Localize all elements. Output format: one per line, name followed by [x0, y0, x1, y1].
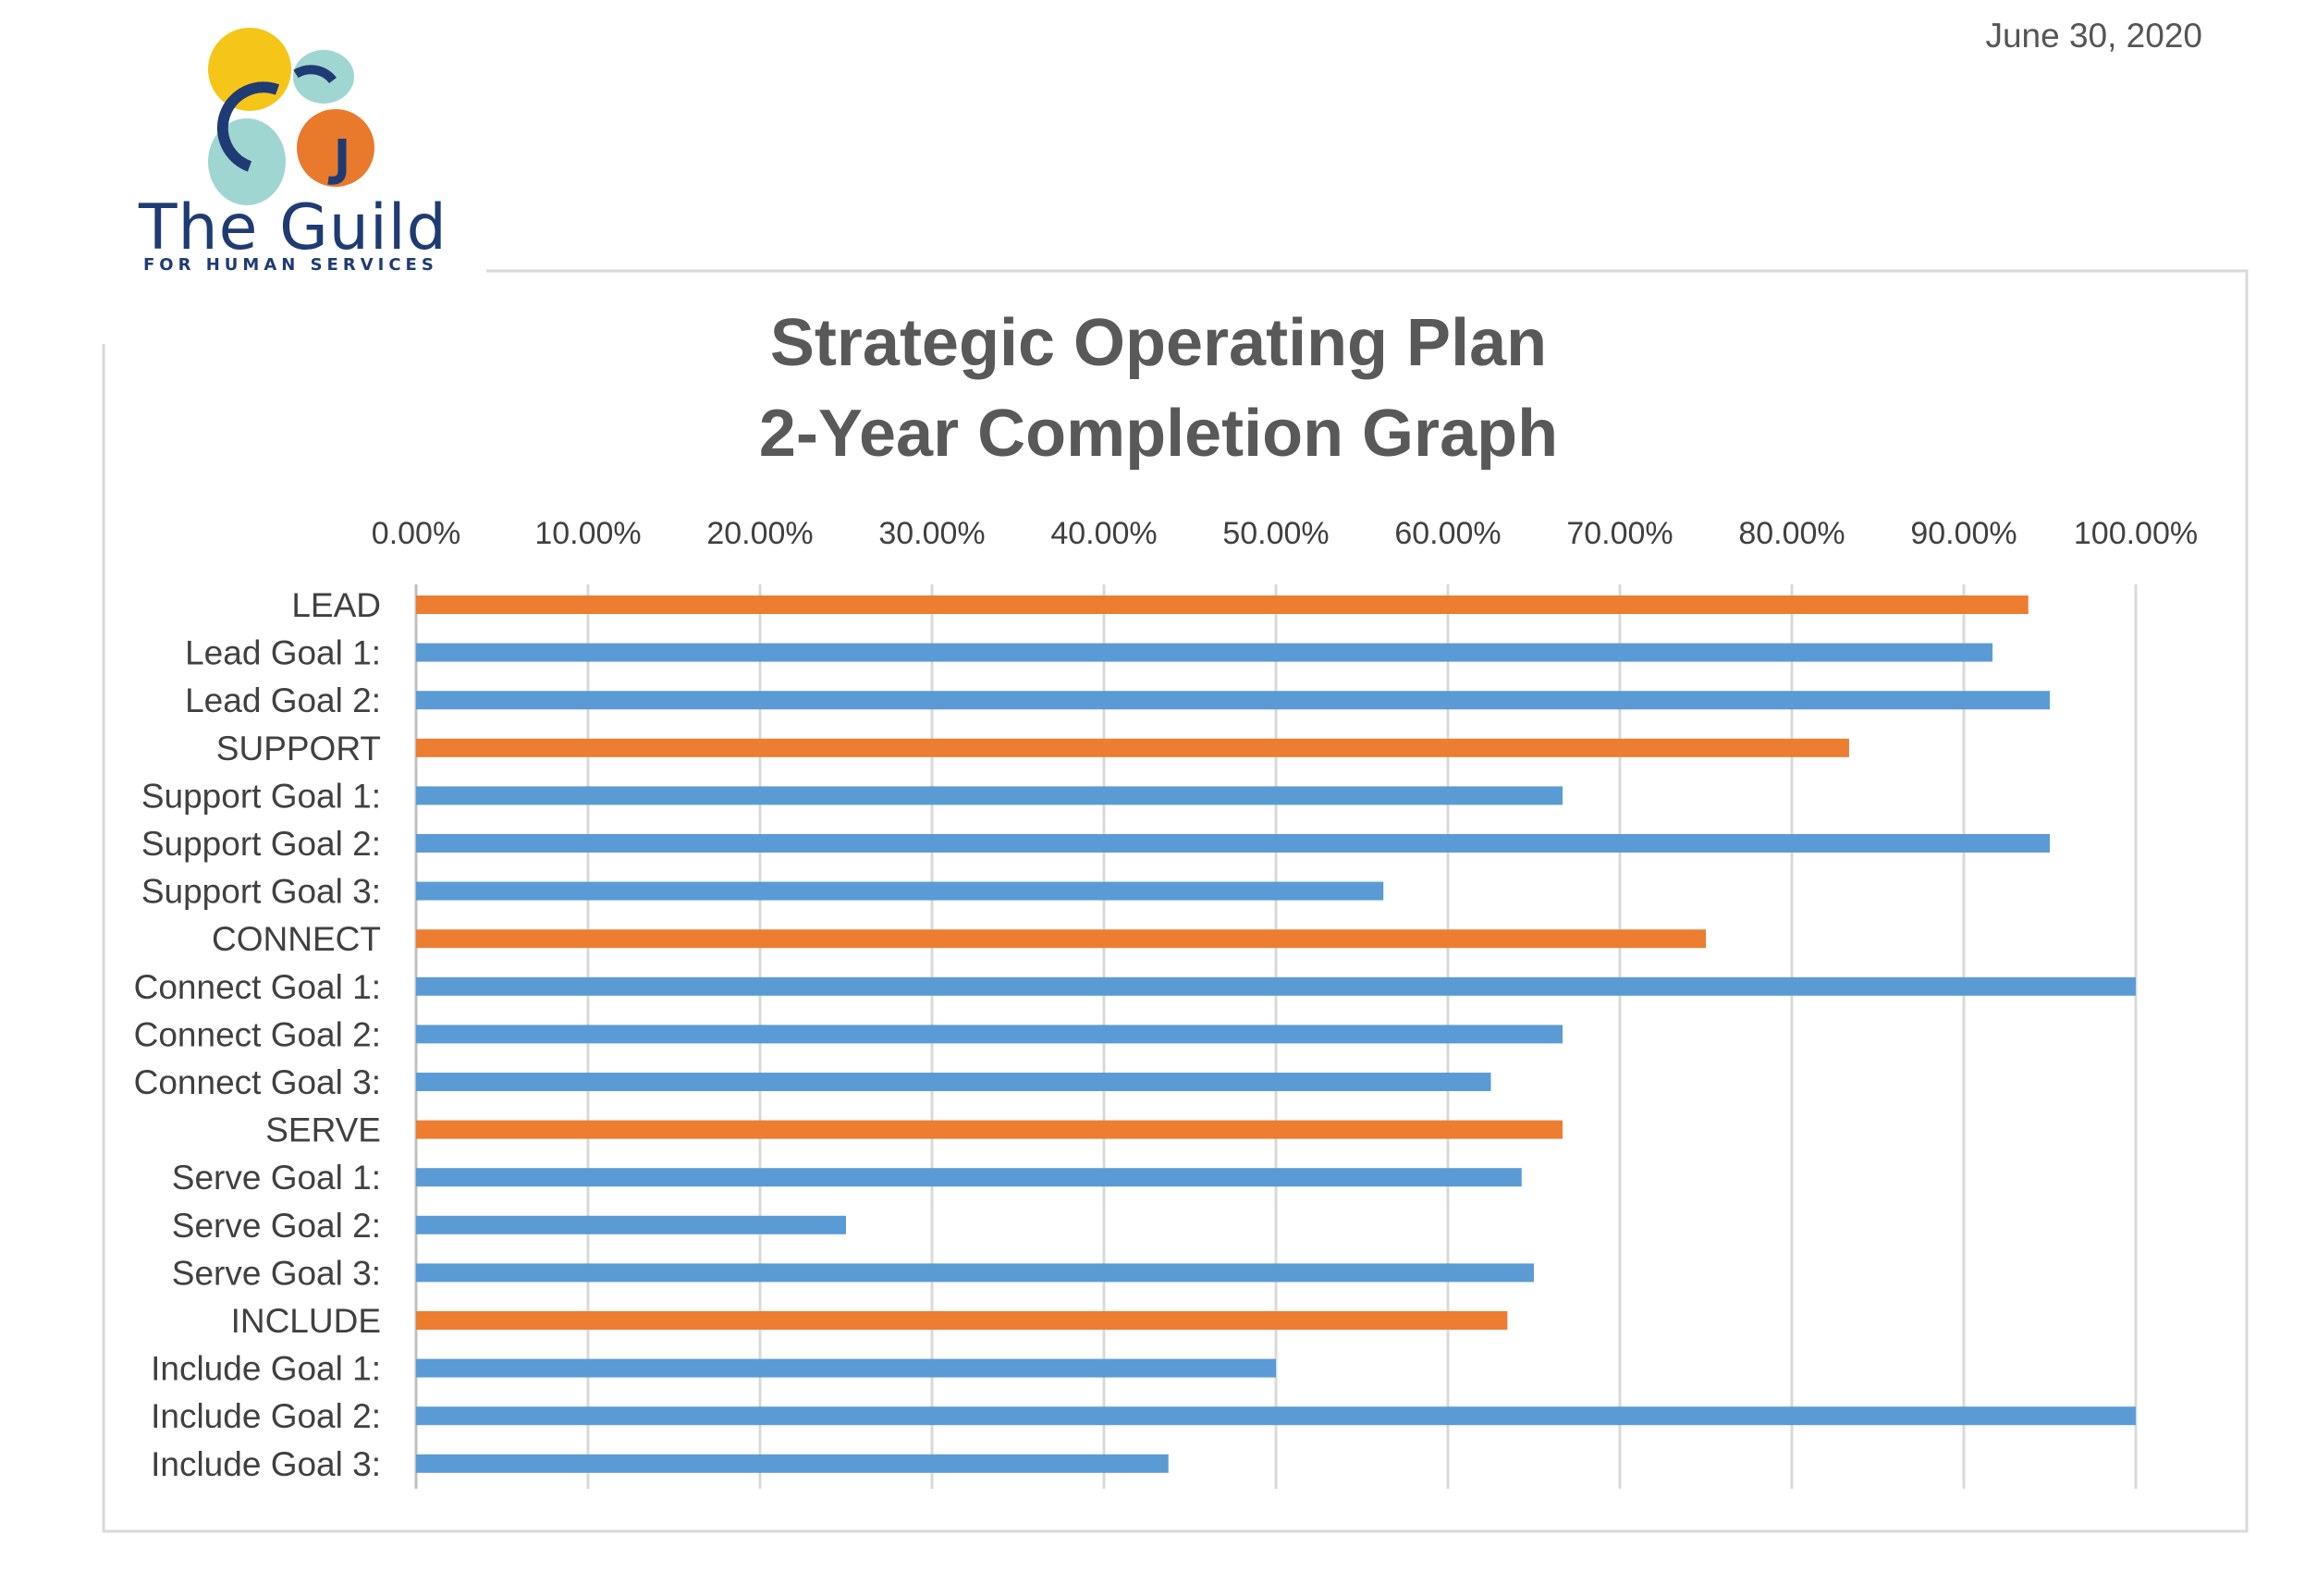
chart-frame [102, 269, 2249, 1533]
category-label: Connect Goal 2: [134, 1015, 381, 1053]
goal-bar [416, 1454, 1169, 1473]
goal-bar [416, 1263, 1534, 1283]
logo-orange-dot [297, 109, 374, 187]
pillar-bar [416, 1311, 1508, 1330]
goal-bar [416, 976, 2136, 996]
category-label: Support Goal 3: [141, 873, 381, 911]
category-label: Lead Goal 2: [185, 681, 381, 719]
x-tick-label: 70.00% [1566, 516, 1673, 551]
goal-bar [416, 1025, 1563, 1044]
category-label: Include Goal 2: [151, 1397, 381, 1435]
goal-bar [416, 1168, 1522, 1187]
x-tick-label: 50.00% [1222, 516, 1329, 551]
x-tick-label: 20.00% [706, 516, 813, 551]
category-label: Lead Goal 1: [185, 634, 381, 672]
goal-bar [416, 643, 1993, 662]
category-label: Include Goal 3: [151, 1445, 381, 1483]
x-tick-label: 40.00% [1050, 516, 1157, 551]
guild-logo-icon [208, 28, 374, 205]
goal-bar [416, 1406, 2136, 1426]
logo-subtitle: FOR HUMAN SERVICES [143, 255, 438, 275]
pillar-bar [416, 1120, 1563, 1139]
category-label: Include Goal 1: [151, 1350, 381, 1388]
goal-bar [416, 786, 1563, 805]
logo-name: The Guild [139, 191, 447, 264]
goal-bar [416, 1358, 1276, 1378]
category-label: Connect Goal 1: [134, 968, 381, 1006]
pillar-bar [416, 738, 1849, 757]
category-label: Serve Goal 3: [172, 1254, 381, 1292]
goal-bar [416, 1073, 1491, 1091]
report-date: June 30, 2020 [1985, 17, 2202, 55]
category-label: CONNECT [212, 920, 381, 958]
goal-bar [416, 691, 2050, 710]
goal-bar [416, 881, 1384, 901]
category-label: LEAD [291, 586, 381, 624]
x-tick-label: 30.00% [878, 516, 985, 551]
pillar-bar [416, 595, 2029, 614]
category-label: Connect Goal 3: [134, 1063, 381, 1101]
category-label: Support Goal 1: [141, 777, 381, 815]
category-label: Support Goal 2: [141, 825, 381, 863]
category-label: Serve Goal 2: [172, 1207, 381, 1245]
category-label: Serve Goal 1: [172, 1159, 381, 1197]
logo-hook [327, 139, 347, 185]
x-tick-label: 0.00% [372, 516, 460, 551]
x-tick-label: 80.00% [1738, 516, 1845, 551]
x-tick-label: 100.00% [2074, 516, 2198, 551]
goal-bar [416, 834, 2050, 853]
category-label: INCLUDE [231, 1302, 381, 1340]
category-label: SUPPORT [216, 730, 381, 767]
logo-arc-left [216, 81, 280, 172]
chart-title-line2: 2-Year Completion Graph [758, 397, 1559, 471]
logo-arc-top [293, 65, 337, 84]
category-label: SERVE [265, 1111, 381, 1149]
x-tick-label: 60.00% [1394, 516, 1501, 551]
chart-title-line1: Strategic Operating Plan [769, 306, 1548, 380]
x-tick-label: 10.00% [534, 516, 641, 551]
pillar-bar [416, 929, 1706, 949]
goal-bar [416, 1215, 846, 1234]
x-tick-label: 90.00% [1910, 516, 2017, 551]
